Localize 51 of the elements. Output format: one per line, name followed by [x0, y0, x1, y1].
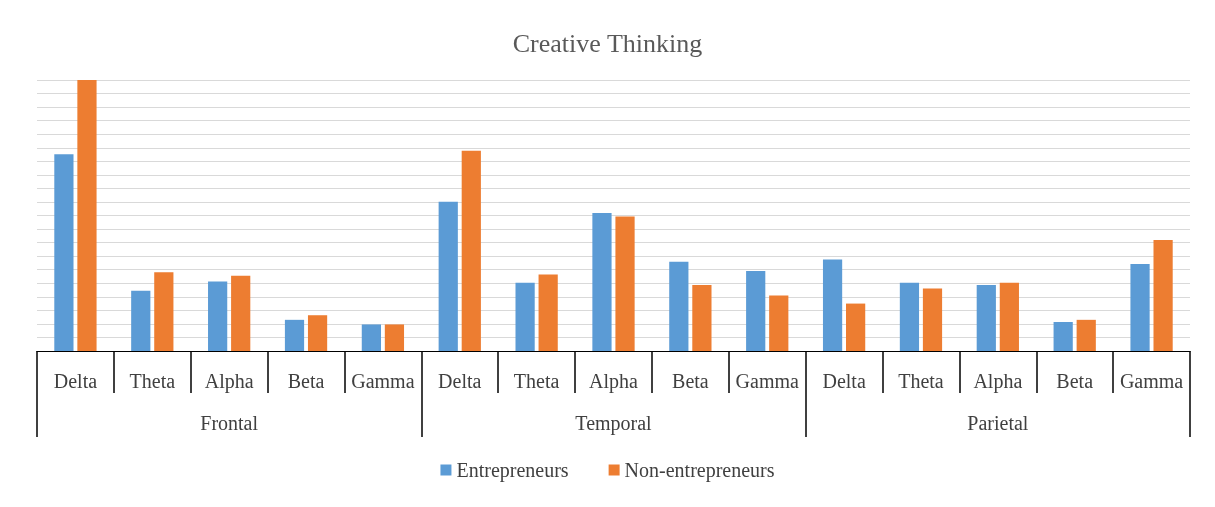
text: Frontal	[200, 412, 259, 434]
bar	[822, 259, 843, 351]
x-tick-label: Theta	[129, 370, 176, 392]
bar	[922, 288, 943, 351]
x-tick-label: Alpha	[204, 370, 254, 393]
bar	[538, 274, 558, 351]
bar	[54, 154, 74, 351]
bar	[77, 80, 97, 351]
bar	[131, 290, 151, 351]
x-tick-label: Beta	[1056, 370, 1094, 392]
x-tick-label: Gamma	[1119, 370, 1184, 392]
bar	[361, 324, 381, 351]
bar	[592, 213, 612, 351]
bar	[515, 282, 535, 351]
bar	[976, 284, 996, 351]
bar	[846, 303, 866, 351]
bar	[284, 319, 305, 351]
bar	[692, 284, 712, 351]
bar	[307, 315, 328, 351]
bar	[615, 216, 635, 351]
x-tick-label: Gamma	[735, 370, 800, 392]
x-tick-label: Theta	[898, 370, 944, 392]
bar	[899, 282, 920, 351]
bar	[1053, 322, 1073, 351]
x-tick-label: Delta	[438, 370, 482, 392]
bar	[999, 282, 1019, 351]
bar	[769, 295, 789, 351]
legend-label: Non-entrepreneurs	[624, 459, 775, 482]
bar	[1076, 319, 1096, 351]
bar	[1130, 264, 1150, 351]
x-tick-label: Beta	[672, 370, 709, 392]
bar	[154, 272, 174, 351]
bar	[231, 275, 251, 351]
text: Temporal	[575, 412, 653, 435]
x-tick-label: Delta	[53, 370, 98, 392]
bar	[384, 324, 405, 351]
text: Parietal	[967, 412, 1029, 434]
x-tick-label: Gamma	[351, 370, 415, 392]
x-tick-label: Alpha	[973, 370, 1023, 393]
bar	[746, 271, 766, 351]
x-tick-label: Theta	[513, 370, 560, 392]
bar	[438, 201, 458, 351]
chart-title: Creative Thinking	[512, 28, 703, 58]
x-tick-label: Beta	[287, 370, 325, 392]
legend-label: Entrepreneurs	[456, 459, 569, 482]
bar	[208, 281, 228, 351]
bar	[461, 150, 481, 351]
x-tick-label: Alpha	[589, 370, 639, 393]
bar	[1153, 239, 1173, 351]
x-tick-label: Delta	[822, 370, 866, 392]
bar	[669, 261, 689, 351]
